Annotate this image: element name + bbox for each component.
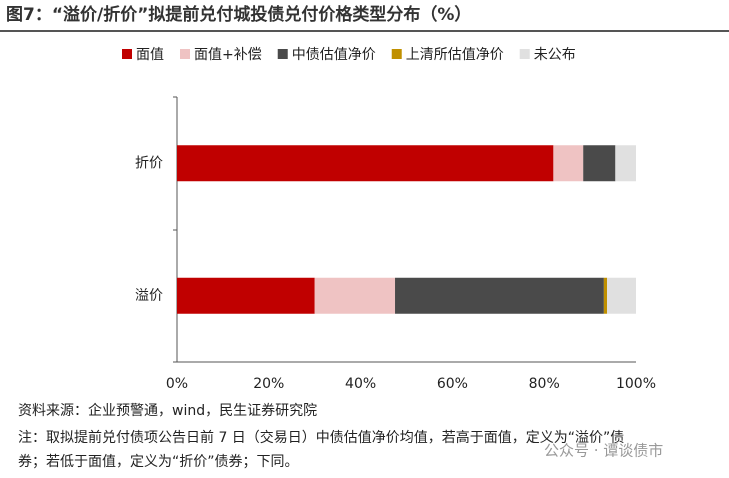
watermark: 公众号 · 谭谈债市 (544, 442, 663, 460)
x-tick-label: 100% (616, 376, 656, 392)
y-tick-label: 折价 (135, 155, 163, 171)
x-tick-label: 0% (166, 376, 188, 392)
legend-label: 面值+补偿 (194, 47, 262, 63)
bar-segment (177, 145, 554, 182)
note: 券；若低于面值，定义为“折价”债券；下同。 (18, 454, 299, 470)
legend-swatch (180, 49, 190, 59)
source: 资料来源：企业预警通，wind，民生证券研究院 (18, 402, 317, 419)
bar-segment (553, 145, 584, 182)
bar-segment (607, 277, 636, 314)
bar-segment (177, 277, 315, 314)
note: 注：取拟提前兑付债项公告日前 7 日（交易日）中债估值净价均值，若高于面值，定义… (18, 429, 624, 446)
legend-label: 上清所估值净价 (406, 47, 504, 63)
legend-swatch (122, 49, 132, 59)
x-tick-label: 60% (437, 376, 468, 392)
legend-swatch (519, 49, 530, 59)
y-tick-label: 溢价 (135, 288, 163, 304)
x-tick-label: 40% (345, 376, 376, 392)
bar-segment (314, 277, 396, 314)
bar-segment (603, 277, 608, 314)
legend-label: 中债估值净价 (292, 47, 376, 63)
bar-segment (395, 277, 604, 314)
legend-swatch (391, 49, 402, 59)
bar-segment (615, 145, 636, 182)
bar-segment (583, 145, 616, 182)
x-tick-label: 20% (253, 376, 284, 392)
chart-title: 图7：“溢价/折价”拟提前兑付城投债兑付价格类型分布（%） (6, 4, 471, 25)
legend-label: 面值 (136, 47, 164, 63)
x-tick-label: 80% (529, 376, 560, 392)
legend-swatch (277, 49, 288, 59)
legend-label: 未公布 (534, 47, 576, 63)
